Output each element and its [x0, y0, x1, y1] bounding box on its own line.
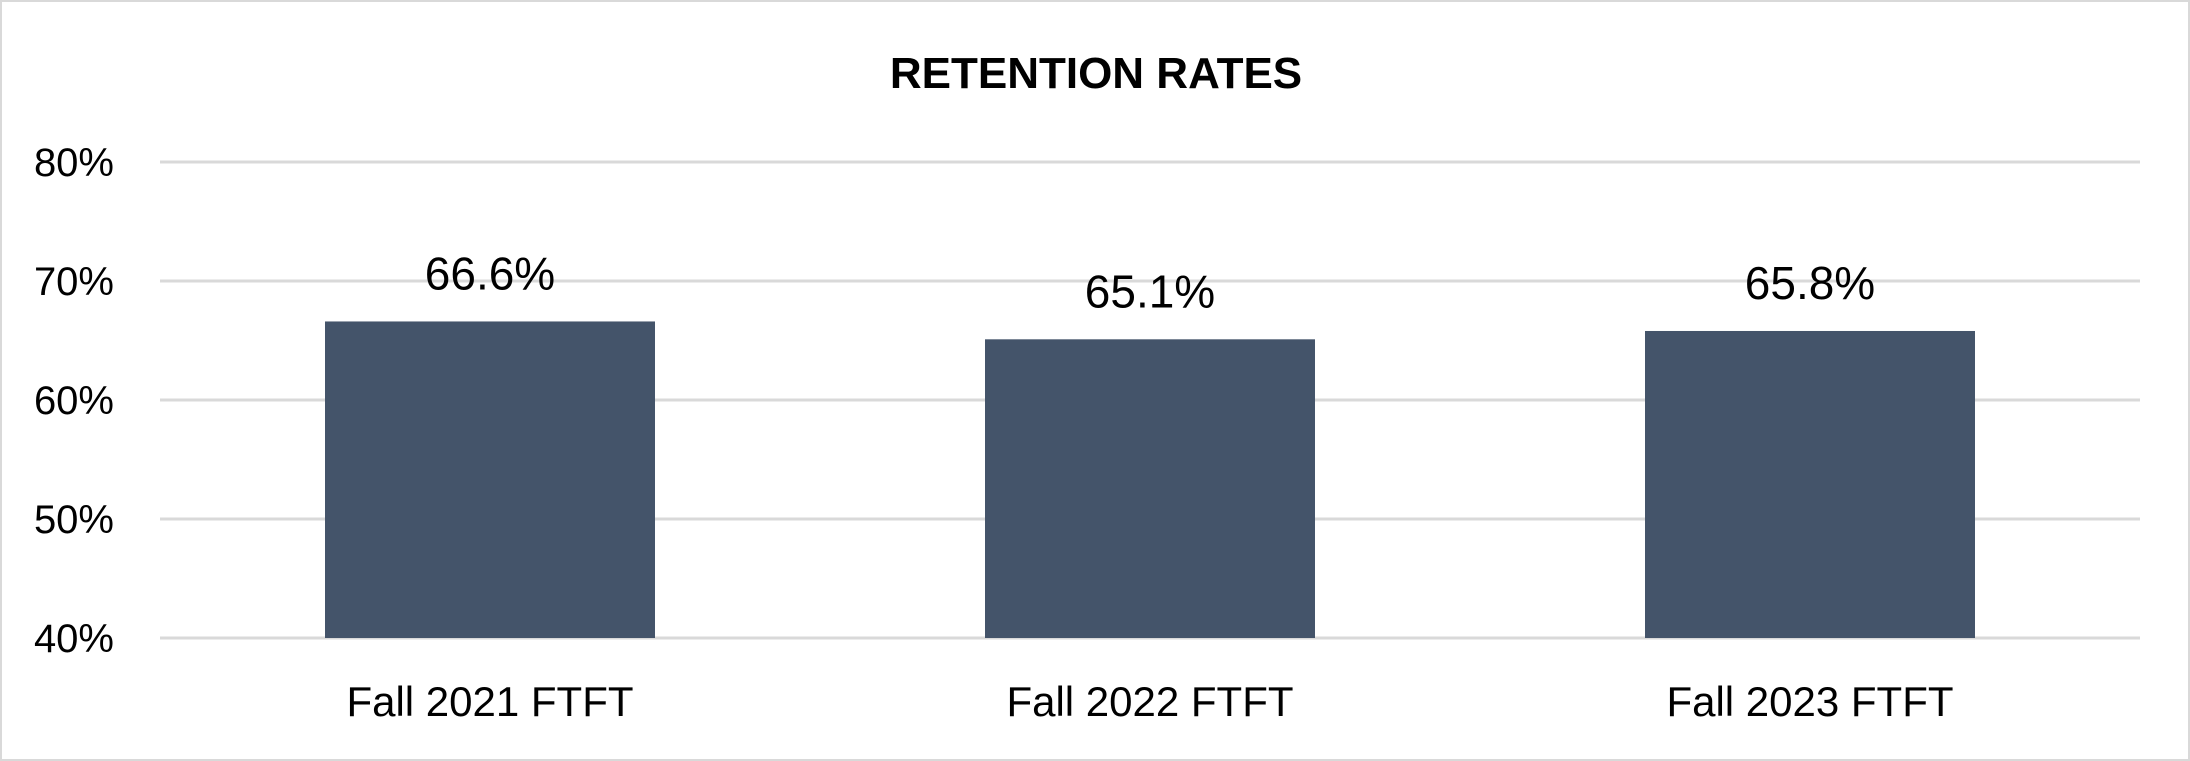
y-tick-label: 70% — [34, 260, 114, 304]
y-tick-label: 40% — [34, 617, 114, 661]
data-labels: 66.6% 65.1% 65.8% — [425, 247, 1875, 317]
x-category-label: Fall 2021 FTFT — [346, 678, 633, 725]
data-label: 66.6% — [425, 247, 555, 299]
data-label: 65.1% — [1085, 265, 1215, 317]
x-category-label: Fall 2022 FTFT — [1006, 678, 1293, 725]
data-label: 65.8% — [1745, 257, 1875, 309]
bars — [325, 321, 1975, 638]
bar — [985, 339, 1315, 638]
x-axis-categories: Fall 2021 FTFT Fall 2022 FTFT Fall 2023 FT… — [346, 678, 1953, 725]
y-tick-label: 50% — [34, 498, 114, 542]
y-axis-ticks: 40% 50% 60% 70% 80% — [34, 141, 114, 661]
y-tick-label: 60% — [34, 379, 114, 423]
x-category-label: Fall 2023 FTFT — [1666, 678, 1953, 725]
bar — [1645, 330, 1975, 638]
chart-title: RETENTION RATES — [890, 49, 1302, 98]
y-tick-label: 80% — [34, 141, 114, 185]
bar — [325, 321, 655, 638]
